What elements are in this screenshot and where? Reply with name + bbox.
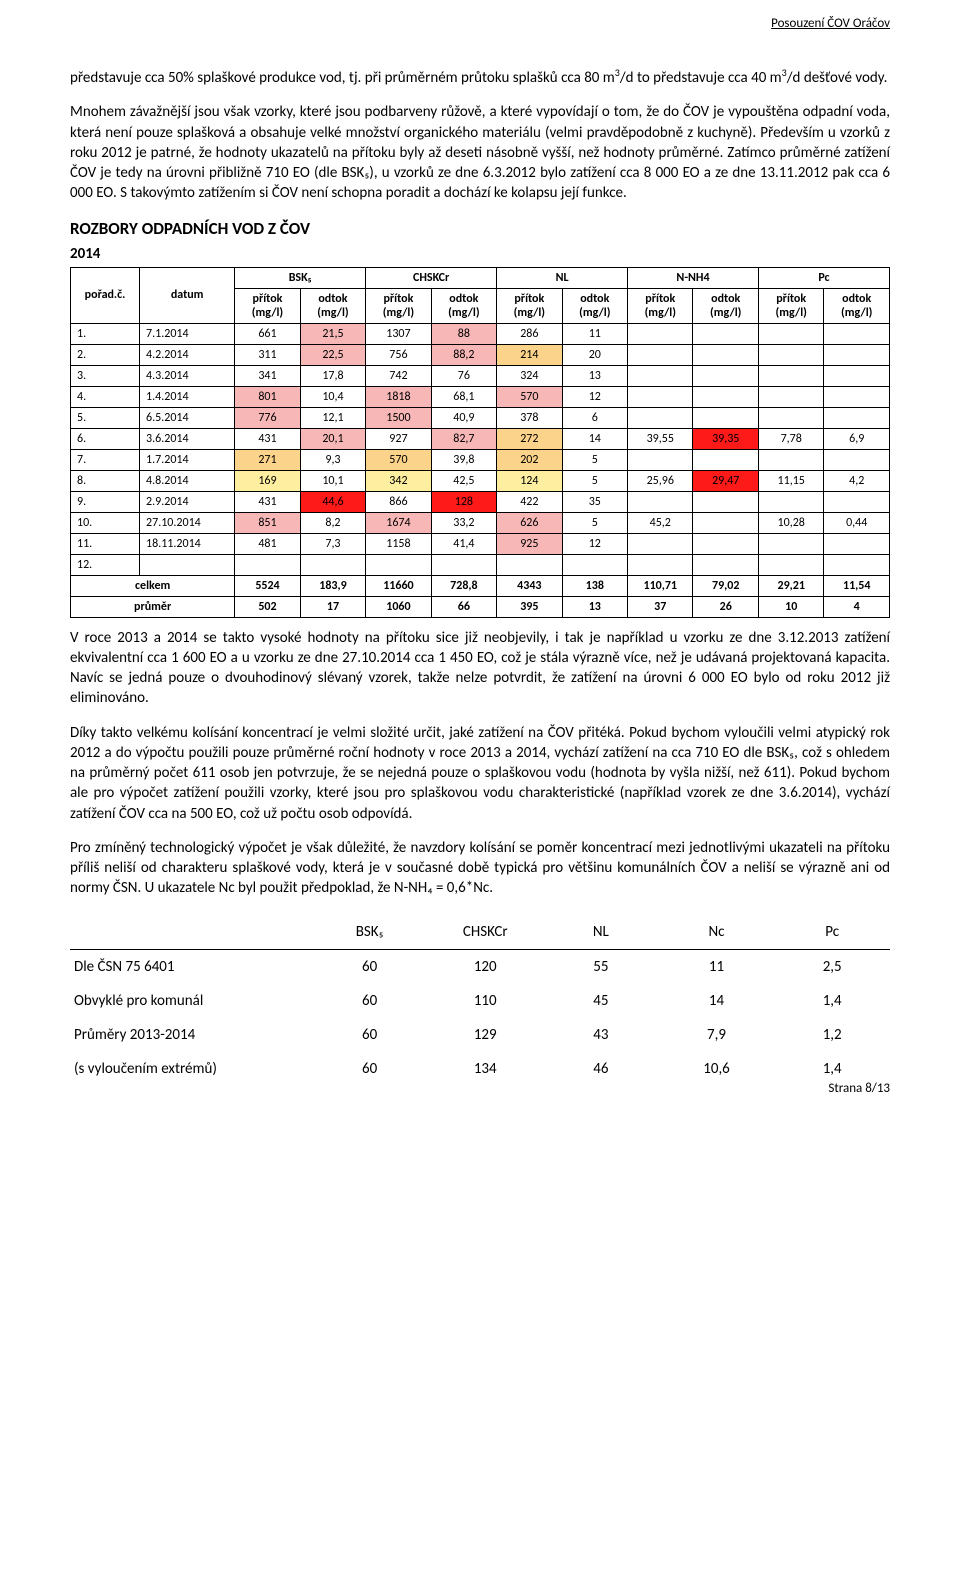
paragraph-3: V roce 2013 a 2014 se takto vysoké hodno… — [70, 628, 890, 709]
main-table-year: 2014 — [70, 245, 890, 263]
p1-part-c: /d dešťové vody. — [787, 69, 888, 87]
page: Posouzení ČOV Oráčov představuje cca 50%… — [0, 0, 960, 1116]
paragraph-5: Pro zmíněný technologický výpočet je vša… — [70, 838, 890, 899]
p1-part-b: /d to představuje cca 40 m — [620, 69, 782, 87]
main-table-title: ROZBORY ODPADNÍCH VOD Z ČOV — [70, 218, 890, 239]
page-footer: Strana 8/13 — [828, 1081, 890, 1096]
norm-table-wrap: BSK₅CHSKCrNLNcPcDle ČSN 75 6401601205511… — [70, 915, 890, 1086]
norm-table: BSK₅CHSKCrNLNcPcDle ČSN 75 6401601205511… — [70, 915, 890, 1086]
p1-part-a: představuje cca 50% splaškové produkce v… — [70, 69, 615, 87]
paragraph-1: představuje cca 50% splaškové produkce v… — [70, 66, 890, 88]
main-table: pořad.č.datumBSK₅CHSKCrNLN-NH4Pcpřítok (… — [70, 267, 890, 618]
main-table-wrap: ROZBORY ODPADNÍCH VOD Z ČOV 2014 pořad.č… — [70, 218, 890, 618]
paragraph-2: Mnohem závažnější jsou však vzorky, kter… — [70, 102, 890, 203]
paragraph-4: Díky takto velkému kolísání koncentrací … — [70, 723, 890, 824]
header-right: Posouzení ČOV Oráčov — [771, 16, 890, 31]
